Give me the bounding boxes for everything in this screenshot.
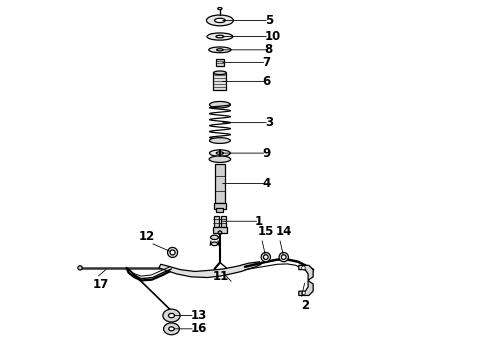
Ellipse shape [302,291,305,295]
Ellipse shape [210,102,230,108]
Text: 7: 7 [262,56,270,69]
Ellipse shape [206,15,233,26]
Ellipse shape [169,327,174,331]
Text: 11: 11 [213,270,229,283]
Bar [214,216,219,226]
Ellipse shape [164,323,179,335]
Ellipse shape [169,314,174,318]
Ellipse shape [261,252,270,262]
Ellipse shape [207,33,233,40]
Text: 17: 17 [93,278,109,291]
Text: 13: 13 [191,309,207,322]
Ellipse shape [214,71,226,75]
Ellipse shape [264,255,268,260]
Polygon shape [159,262,261,278]
Text: 16: 16 [191,322,207,335]
Text: 1: 1 [255,215,263,228]
Ellipse shape [218,231,221,234]
Text: 10: 10 [265,30,281,43]
Ellipse shape [216,35,224,38]
Ellipse shape [302,266,305,270]
Bar [213,227,227,233]
Text: 3: 3 [265,116,273,129]
Ellipse shape [215,18,225,23]
Text: 5: 5 [265,14,273,27]
Bar [214,203,225,209]
Bar [215,164,224,203]
Ellipse shape [210,138,230,143]
Text: 4: 4 [262,177,270,190]
Ellipse shape [209,47,231,53]
Text: 14: 14 [275,225,292,238]
Text: 9: 9 [262,147,270,159]
Ellipse shape [211,242,218,246]
Ellipse shape [170,250,175,255]
Bar [216,59,224,66]
Polygon shape [299,265,313,296]
Text: 6: 6 [262,75,270,88]
Bar [221,216,226,226]
Bar [214,73,226,90]
Ellipse shape [210,150,230,156]
Ellipse shape [168,247,177,257]
Ellipse shape [163,309,180,322]
Ellipse shape [211,235,219,239]
Text: 2: 2 [301,299,309,312]
Ellipse shape [216,152,223,154]
Ellipse shape [78,266,82,270]
Ellipse shape [217,49,223,51]
Text: 15: 15 [258,225,274,238]
Ellipse shape [279,252,289,262]
Bar [216,208,223,212]
Ellipse shape [281,255,286,260]
Ellipse shape [209,156,231,162]
Ellipse shape [218,8,222,10]
Text: 8: 8 [265,43,273,56]
Text: 12: 12 [138,230,155,243]
